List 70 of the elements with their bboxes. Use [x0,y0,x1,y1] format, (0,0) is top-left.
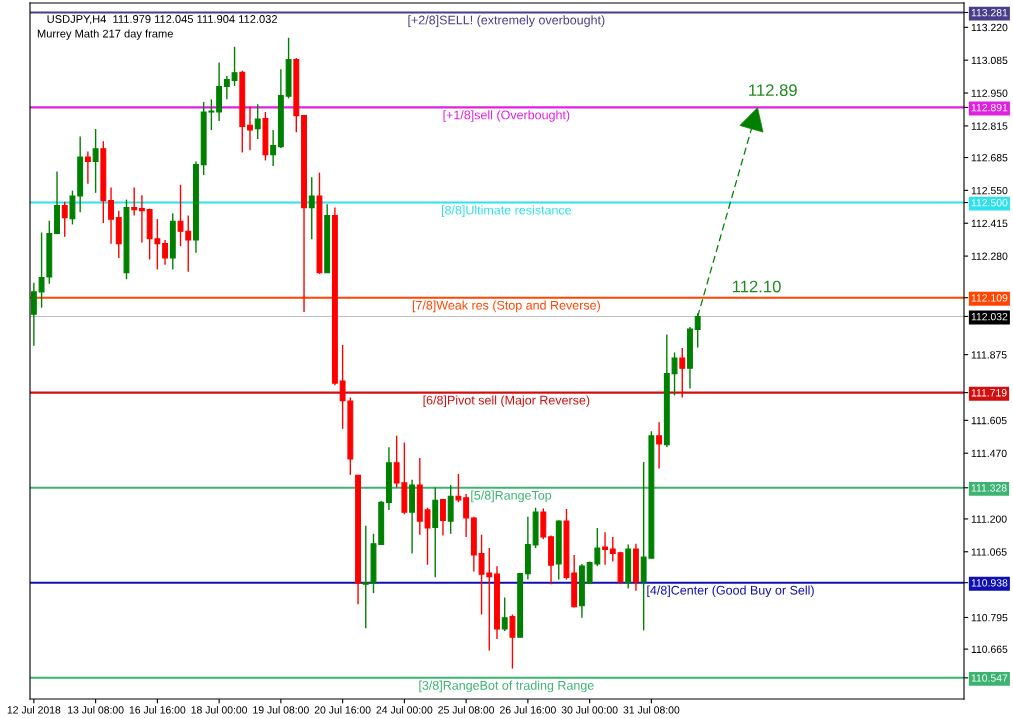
candlestick [231,46,238,87]
ref-line-label: [5/8]RangeTop [471,490,552,503]
y-tick-label: 111.328 [971,484,1007,492]
x-tick-label: 31 Jul 08:00 [623,705,680,714]
x-tick-label: 30 Jul 00:00 [561,705,618,714]
y-tick-label: 112.032 [971,312,1008,321]
ref-line-label: [7/8]Weak res (Stop and Reverse) [412,300,600,313]
ref-line-label: [+2/8]SELL! (extremely overbought) [408,15,605,27]
y-tick-label: 113.085 [971,56,1008,65]
candlestick [463,493,470,538]
ref-line-label: [8/8]Ultimate resistance [441,205,572,217]
x-tick-label: 18 Jul 00:00 [191,705,248,714]
x-tick-label: 13 Jul 08:00 [68,705,124,714]
candlestick [162,239,169,266]
annotation: 112.10 [732,280,781,293]
candlestick [84,150,91,185]
ref-line-label: [3/8]RangeBot of trading Range [419,680,594,693]
y-tick-label: 112.550 [971,186,1008,195]
y-tick-label: 111.470 [971,449,1007,458]
y-tick-label: 112.280 [971,252,1008,260]
y-tick-label: 113.281 [971,8,1008,17]
candlestick [455,473,462,503]
x-tick-label: 24 Jul 00:00 [376,705,433,714]
y-tick-label: 112.950 [971,89,1008,97]
candlestick [108,186,114,245]
candlestick [501,596,508,632]
candlestick [131,186,138,217]
x-tick-label: 26 Jul 16:00 [500,705,556,714]
text: Murrey Math 217 day frame [37,29,173,40]
candlestick [30,282,37,347]
candlestick [138,194,145,244]
y-tick-label: 113.220 [971,23,1008,32]
y-tick-label: 111.719 [971,389,1007,397]
x-tick-label: 25 Jul 08:00 [438,705,495,714]
y-tick-label: 111.875 [971,351,1007,359]
candlestick [440,498,446,537]
candlestick [247,105,253,151]
ref-line-label: [6/8]Pivot sell (Major Reverse) [423,395,590,408]
x-tick-label: 12 Jul 2018 [7,705,61,714]
y-tick-label: 111.200 [971,515,1007,523]
candlestick [61,201,68,238]
y-tick-label: 110.938 [971,579,1008,587]
y-tick-label: 110.795 [971,613,1008,622]
y-tick-label: 112.109 [971,294,1008,302]
ref-line-label: [+1/8]sell (Overbought) [443,110,570,122]
y-tick-label: 112.815 [971,122,1008,130]
y-tick-label: 112.891 [971,103,1008,112]
y-tick-label: 111.605 [971,416,1007,425]
annotation: 112.89 [749,84,797,97]
candlestick [679,347,686,399]
y-tick-label: 111.065 [971,548,1007,556]
y-tick-label: 110.665 [971,645,1008,653]
candlestick [270,129,277,167]
x-tick-label: 19 Jul 08:00 [253,705,309,714]
y-tick-label: 112.415 [971,219,1008,228]
text: USDJPY,H4 111.979 112.045 111.904 112.032 [47,15,277,25]
candlestick [254,103,261,140]
y-tick-label: 110.547 [971,674,1008,682]
y-tick-label: 112.685 [971,154,1008,162]
candlestick [69,189,76,226]
candlestick [656,421,663,470]
candlestick [602,531,609,566]
x-tick-label: 20 Jul 16:00 [314,705,371,714]
candlestick [223,75,230,101]
y-tick-label: 112.500 [971,199,1008,207]
x-tick-label: 16 Jul 16:00 [129,705,186,714]
candlestick [509,613,516,670]
candlestick [92,128,99,194]
candlestick [308,176,315,240]
ref-line-label: [4/8]Center (Good Buy or Sell) [647,585,814,598]
